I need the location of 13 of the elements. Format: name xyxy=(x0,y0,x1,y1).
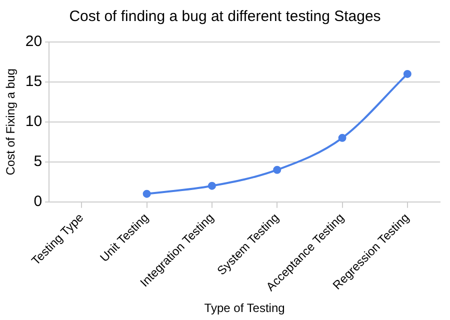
y-tick-label: 5 xyxy=(34,153,42,170)
point xyxy=(273,166,282,174)
point xyxy=(403,70,412,78)
point xyxy=(208,182,216,190)
x-axis-title: Type of Testing xyxy=(204,301,285,316)
y-tick-label: 20 xyxy=(25,33,42,50)
y-tick-label: 0 xyxy=(34,192,42,210)
point xyxy=(142,190,151,198)
y-tick-label: 15 xyxy=(25,73,42,90)
point xyxy=(338,134,346,142)
chart-title: Cost of finding a bug at different testing Stages xyxy=(68,8,382,25)
y-tick-label: 10 xyxy=(25,113,42,130)
y-axis-title: Cost of Fixing a bug xyxy=(4,68,18,176)
